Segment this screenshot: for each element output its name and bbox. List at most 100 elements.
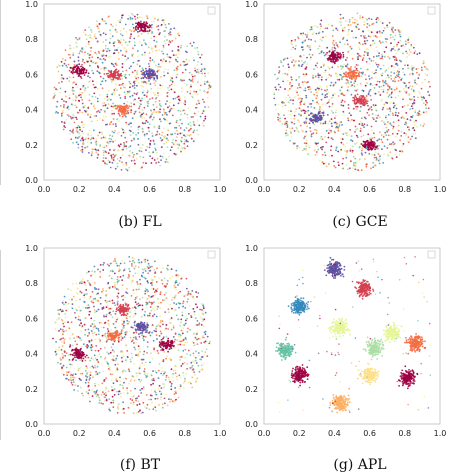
- data-point: [393, 142, 396, 145]
- data-point: [331, 96, 334, 99]
- data-point: [151, 157, 154, 160]
- y-tick-label: 0.6: [25, 314, 38, 323]
- data-point: [119, 78, 121, 80]
- data-point: [309, 103, 311, 105]
- data-point: [133, 103, 136, 106]
- data-point: [194, 69, 197, 72]
- data-point: [104, 47, 107, 50]
- data-point: [63, 100, 65, 102]
- data-point: [193, 59, 195, 62]
- data-point: [353, 98, 356, 101]
- data-point: [394, 114, 397, 117]
- data-point: [129, 360, 132, 363]
- data-point: [132, 289, 135, 292]
- data-point: [150, 279, 153, 281]
- data-point: [100, 68, 103, 70]
- data-point: [116, 31, 118, 33]
- data-point: [356, 12, 359, 15]
- data-point: [148, 65, 151, 68]
- data-point: [201, 122, 204, 125]
- data-point: [93, 324, 96, 327]
- data-point: [202, 320, 205, 322]
- data-point: [87, 141, 89, 144]
- data-point: [104, 104, 107, 106]
- data-point: [91, 152, 93, 155]
- data-point: [116, 354, 119, 357]
- data-point: [301, 63, 304, 66]
- data-point: [72, 114, 75, 116]
- data-point: [419, 124, 422, 127]
- data-point: [136, 101, 139, 104]
- data-point: [135, 375, 138, 377]
- data-point: [181, 332, 184, 335]
- data-point: [177, 396, 180, 399]
- data-point: [96, 365, 99, 368]
- data-point: [94, 338, 97, 341]
- data-point: [126, 288, 128, 290]
- data-point: [83, 282, 86, 285]
- data-point: [75, 291, 78, 294]
- data-point: [120, 17, 123, 19]
- data-point: [292, 142, 295, 144]
- data-point: [92, 72, 95, 75]
- data-point: [131, 326, 134, 329]
- data-point: [394, 96, 397, 99]
- data-point: [393, 89, 396, 91]
- data-point: [102, 32, 105, 34]
- data-point: [133, 153, 135, 156]
- data-point: [390, 92, 393, 95]
- data-point: [134, 314, 136, 317]
- data-point: [115, 288, 118, 290]
- data-point: [339, 52, 341, 55]
- data-point: [90, 31, 93, 33]
- data-point: [170, 268, 173, 270]
- data-point: [318, 52, 321, 55]
- data-point: [132, 161, 135, 164]
- data-point: [184, 100, 187, 102]
- y-tick-label: 1.0: [25, 0, 38, 9]
- data-point: [90, 154, 93, 157]
- data-point: [363, 37, 366, 39]
- data-point: [155, 35, 158, 38]
- data-point: [359, 102, 361, 105]
- data-point: [60, 362, 63, 365]
- data-point: [326, 27, 329, 30]
- data-point: [144, 277, 147, 280]
- data-point: [199, 56, 202, 59]
- data-point: [381, 120, 383, 122]
- data-point: [328, 120, 331, 123]
- data-point: [379, 31, 381, 34]
- data-point: [338, 20, 341, 23]
- data-point: [171, 39, 174, 42]
- data-point: [385, 69, 388, 72]
- data-point: [165, 141, 168, 144]
- data-point: [157, 377, 160, 379]
- data-point: [67, 321, 69, 324]
- data-point: [156, 77, 159, 80]
- data-point: [112, 105, 114, 108]
- data-point: [299, 86, 301, 89]
- data-point: [153, 116, 155, 119]
- data-point: [334, 92, 336, 95]
- data-point: [301, 81, 304, 83]
- data-point: [395, 59, 398, 61]
- data-point: [175, 121, 178, 124]
- data-point: [69, 366, 72, 369]
- data-point: [387, 95, 390, 98]
- data-point: [417, 112, 420, 115]
- data-point: [393, 65, 395, 68]
- data-point: [169, 41, 172, 44]
- data-point: [118, 120, 121, 122]
- data-point: [156, 130, 159, 133]
- data-point: [121, 54, 124, 56]
- data-point: [188, 78, 191, 81]
- data-point: [87, 384, 90, 387]
- data-point: [400, 45, 403, 47]
- data-point: [321, 76, 323, 79]
- data-point: [148, 67, 151, 70]
- data-point: [288, 66, 290, 69]
- data-point: [374, 151, 377, 154]
- data-point: [405, 124, 408, 127]
- data-point: [52, 337, 54, 340]
- data-point: [155, 393, 158, 396]
